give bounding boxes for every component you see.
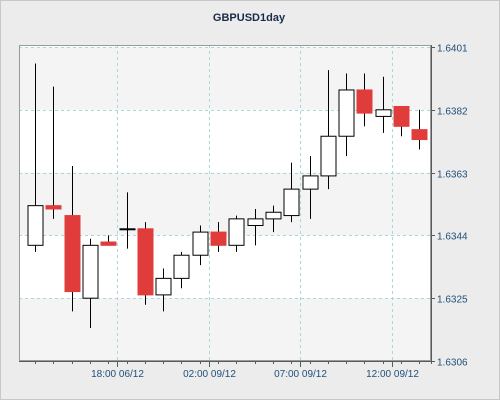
candle	[411, 109, 428, 150]
y-axis-tick-label: 1.6401	[437, 44, 468, 55]
candle-body-bullish	[82, 244, 99, 299]
y-axis-tick-label: 1.6363	[437, 170, 468, 181]
candle-body-bearish	[356, 89, 373, 114]
candle	[320, 70, 337, 190]
candle	[356, 73, 373, 127]
candle-body-bearish	[210, 231, 227, 246]
x-axis-tick-label: 07:00 09/12	[274, 369, 327, 380]
candle-body-bullish	[265, 211, 282, 220]
chart-title: GBPUSD1day	[213, 12, 286, 24]
candle	[100, 235, 117, 246]
candle-body-bearish	[100, 241, 117, 246]
candle	[302, 156, 319, 219]
candle-body-bullish	[119, 228, 136, 231]
candle-body-bullish	[283, 188, 300, 217]
candles	[27, 63, 428, 328]
candle	[265, 205, 282, 233]
candle-body-bullish	[192, 231, 209, 256]
candle-body-bullish	[320, 135, 337, 177]
candle	[228, 215, 245, 252]
candle	[393, 105, 410, 137]
y-axis-tick-label: 1.6344	[437, 232, 468, 243]
plot-band	[19, 172, 431, 236]
candle	[247, 208, 264, 246]
candle-body-bullish	[338, 89, 355, 137]
y-axis: 1.6401 1.6382 1.6363 1.6344 1.6325 1.6306	[431, 44, 468, 369]
x-axis: 18:00 06/12 02:00 09/12 07:00 09/12 12:00 0…	[19, 361, 431, 380]
candle	[119, 192, 136, 249]
candle	[82, 238, 99, 328]
candle-body-bearish	[411, 129, 428, 141]
candle	[173, 251, 190, 289]
candle	[192, 225, 209, 266]
candle	[155, 268, 172, 312]
candle	[338, 73, 355, 157]
x-axis-tick-label: 12:00 09/12	[366, 369, 419, 380]
candle	[375, 76, 392, 133]
plot-band	[19, 298, 431, 361]
candle	[64, 165, 81, 312]
candle-body-bullish	[302, 175, 319, 190]
plot-border	[19, 45, 431, 361]
y-axis-tick-label: 1.6306	[437, 358, 468, 369]
candle-body-bullish	[375, 109, 392, 117]
candle	[210, 222, 227, 252]
candle-body-bullish	[247, 218, 264, 226]
candle-body-bullish	[155, 277, 172, 296]
candle	[137, 222, 154, 305]
candle-body-bearish	[137, 228, 154, 296]
candle-body-bearish	[393, 105, 410, 127]
candle-body-bearish	[45, 205, 62, 210]
candle	[45, 86, 62, 219]
candle-body-bearish	[64, 215, 81, 293]
candle-body-bullish	[27, 205, 44, 246]
candle	[27, 63, 44, 252]
x-axis-tick-label: 18:00 06/12	[91, 369, 144, 380]
candle-body-bullish	[228, 218, 245, 246]
candle-body-bullish	[173, 254, 190, 279]
y-axis-tick-label: 1.6382	[437, 107, 468, 118]
y-axis-tick-label: 1.6325	[437, 295, 468, 306]
candle	[283, 162, 300, 223]
x-axis-tick-label: 02:00 09/12	[183, 369, 236, 380]
